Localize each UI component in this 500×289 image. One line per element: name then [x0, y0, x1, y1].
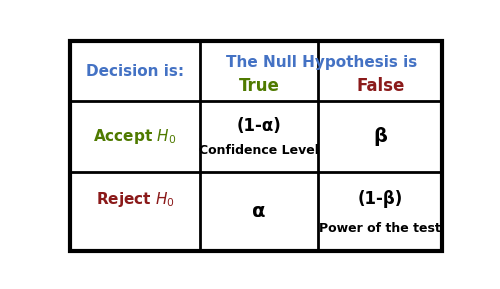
Text: The Null Hypothesis is: The Null Hypothesis is: [226, 55, 417, 70]
Text: (1-β): (1-β): [358, 190, 403, 208]
Text: β: β: [374, 127, 387, 146]
Text: (1-α): (1-α): [237, 117, 282, 135]
Text: True: True: [238, 77, 280, 95]
Text: α: α: [252, 201, 266, 221]
Text: Confidence Level: Confidence Level: [199, 144, 319, 157]
Text: Reject $H_0$: Reject $H_0$: [96, 190, 174, 210]
Text: Accept $H_0$: Accept $H_0$: [94, 127, 177, 146]
Text: Power of the test: Power of the test: [320, 222, 441, 235]
Text: False: False: [356, 77, 405, 95]
Text: Decision is:: Decision is:: [86, 64, 184, 79]
